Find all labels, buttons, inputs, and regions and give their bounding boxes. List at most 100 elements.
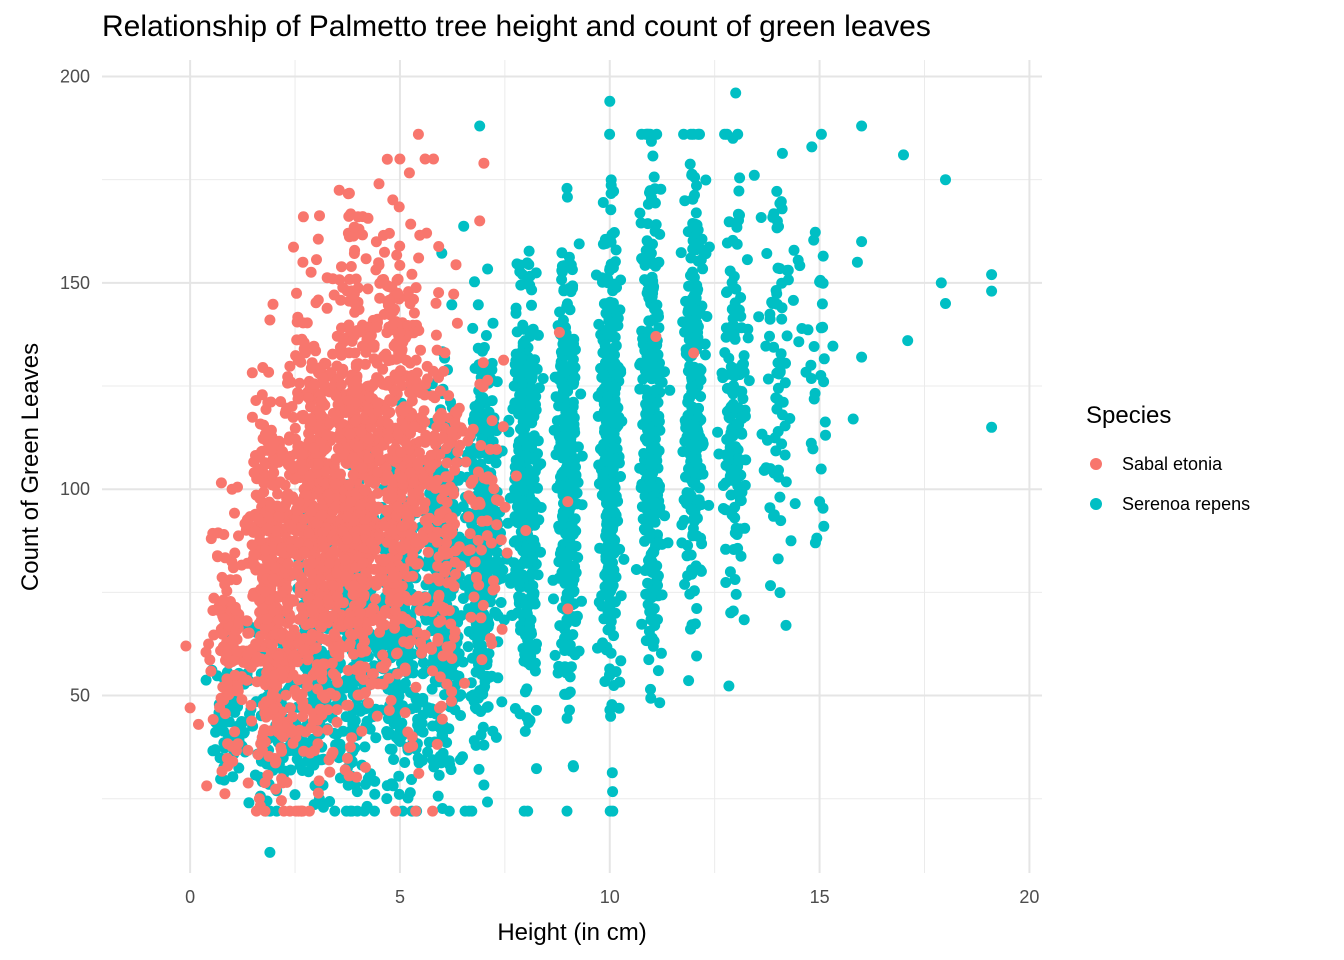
- point-serenoa-repens: [473, 763, 485, 775]
- point-serenoa-repens: [827, 340, 839, 352]
- point-serenoa-repens: [563, 251, 575, 263]
- point-serenoa-repens: [645, 565, 657, 577]
- point-serenoa-repens: [331, 728, 343, 740]
- point-serenoa-repens: [986, 269, 998, 281]
- point-serenoa-repens: [590, 269, 602, 281]
- point-serenoa-repens: [755, 212, 767, 223]
- point-sabal-etonia: [259, 805, 271, 817]
- point-sabal-etonia: [262, 707, 273, 719]
- point-serenoa-repens: [940, 298, 951, 309]
- point-sabal-etonia: [293, 674, 304, 686]
- point-serenoa-repens: [369, 640, 381, 652]
- point-serenoa-repens: [689, 171, 701, 183]
- point-sabal-etonia: [359, 761, 371, 773]
- point-sabal-etonia: [285, 613, 297, 625]
- point-serenoa-repens: [537, 373, 549, 384]
- point-serenoa-repens: [649, 225, 661, 237]
- point-sabal-etonia: [356, 725, 368, 737]
- point-serenoa-repens: [644, 532, 655, 544]
- point-serenoa-repens: [773, 221, 784, 232]
- point-serenoa-repens: [699, 338, 711, 350]
- point-serenoa-repens: [370, 732, 382, 744]
- point-serenoa-repens: [648, 546, 660, 558]
- point-sabal-etonia: [348, 648, 359, 660]
- point-sabal-etonia: [293, 496, 305, 508]
- point-serenoa-repens: [427, 720, 439, 732]
- point-sabal-etonia: [350, 273, 362, 285]
- point-sabal-etonia: [343, 770, 355, 782]
- point-serenoa-repens: [725, 384, 737, 396]
- point-sabal-etonia: [305, 634, 317, 646]
- point-serenoa-repens: [727, 313, 739, 324]
- point-serenoa-repens: [764, 330, 775, 342]
- point-serenoa-repens: [469, 276, 480, 288]
- point-serenoa-repens: [808, 393, 820, 405]
- point-serenoa-repens: [597, 197, 609, 208]
- point-sabal-etonia: [322, 704, 334, 716]
- point-sabal-etonia: [212, 550, 223, 562]
- point-sabal-etonia: [295, 805, 307, 817]
- point-serenoa-repens: [417, 657, 429, 669]
- point-serenoa-repens: [458, 220, 470, 232]
- point-sabal-etonia: [356, 462, 368, 474]
- point-serenoa-repens: [692, 327, 704, 338]
- point-serenoa-repens: [446, 662, 458, 674]
- point-serenoa-repens: [816, 298, 828, 310]
- point-serenoa-repens: [605, 647, 617, 659]
- point-serenoa-repens: [599, 454, 611, 466]
- point-serenoa-repens: [329, 805, 341, 817]
- point-sabal-etonia: [306, 604, 318, 615]
- point-serenoa-repens: [229, 706, 241, 718]
- point-serenoa-repens: [809, 537, 821, 549]
- point-serenoa-repens: [607, 278, 619, 290]
- point-serenoa-repens: [608, 442, 620, 454]
- point-sabal-etonia: [315, 394, 327, 406]
- point-serenoa-repens: [729, 363, 741, 375]
- point-serenoa-repens: [567, 282, 578, 294]
- point-serenoa-repens: [643, 292, 655, 304]
- point-serenoa-repens: [727, 605, 739, 617]
- point-serenoa-repens: [437, 803, 448, 814]
- point-serenoa-repens: [562, 570, 574, 582]
- point-sabal-etonia: [321, 429, 332, 441]
- point-serenoa-repens: [808, 341, 820, 352]
- point-sabal-etonia: [268, 437, 280, 449]
- point-serenoa-repens: [556, 468, 568, 480]
- point-serenoa-repens: [480, 330, 492, 341]
- point-sabal-etonia: [260, 544, 271, 556]
- point-serenoa-repens: [523, 245, 535, 257]
- point-serenoa-repens: [610, 244, 622, 256]
- point-sabal-etonia: [286, 523, 298, 535]
- point-sabal-etonia: [245, 699, 257, 711]
- point-serenoa-repens: [470, 739, 482, 751]
- point-serenoa-repens: [687, 128, 699, 140]
- point-serenoa-repens: [805, 373, 817, 384]
- point-sabal-etonia: [253, 793, 265, 805]
- point-serenoa-repens: [535, 458, 547, 470]
- point-serenoa-repens: [734, 455, 746, 467]
- point-serenoa-repens: [548, 424, 560, 436]
- point-sabal-etonia: [351, 383, 363, 395]
- point-serenoa-repens: [695, 374, 707, 386]
- point-sabal-etonia: [298, 644, 310, 656]
- point-serenoa-repens: [684, 319, 696, 331]
- point-serenoa-repens: [731, 418, 742, 430]
- point-serenoa-repens: [478, 779, 490, 791]
- point-sabal-etonia: [327, 580, 339, 592]
- point-serenoa-repens: [851, 256, 863, 268]
- point-sabal-etonia: [248, 548, 260, 560]
- point-serenoa-repens: [806, 141, 818, 153]
- point-serenoa-repens: [433, 769, 445, 781]
- point-serenoa-repens: [742, 332, 754, 344]
- point-serenoa-repens: [819, 416, 831, 428]
- point-sabal-etonia: [308, 442, 320, 454]
- point-sabal-etonia: [208, 592, 220, 604]
- point-serenoa-repens: [656, 589, 668, 601]
- point-sabal-etonia: [354, 607, 366, 619]
- point-serenoa-repens: [491, 555, 502, 567]
- point-sabal-etonia: [258, 477, 270, 489]
- point-serenoa-repens: [753, 311, 765, 323]
- point-sabal-etonia: [207, 714, 219, 725]
- point-serenoa-repens: [525, 508, 537, 520]
